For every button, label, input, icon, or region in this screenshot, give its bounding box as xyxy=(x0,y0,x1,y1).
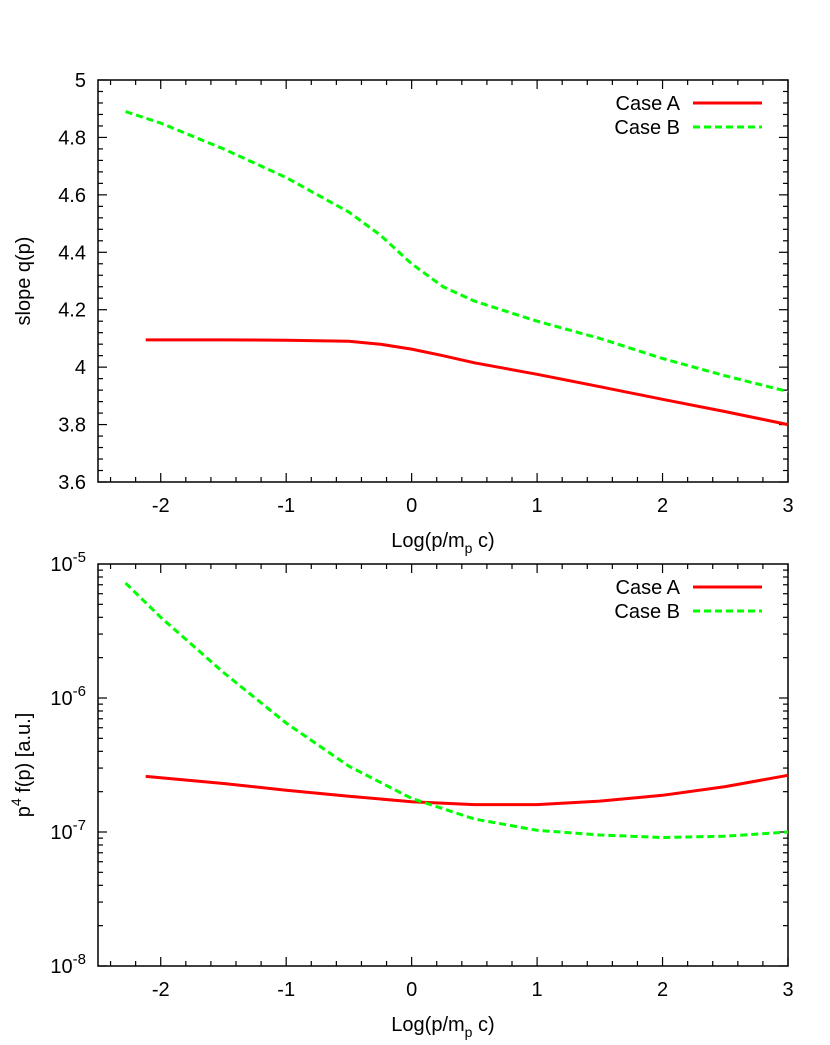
y-axis-title: p4​ f(p) [a.u.] xyxy=(8,713,35,818)
legend-label: Case B xyxy=(614,601,680,623)
x-tick-label: 1 xyxy=(532,495,543,517)
x-tick-label: -1 xyxy=(277,979,295,1001)
series-line-case-a xyxy=(145,338,789,427)
x-tick-label: -2 xyxy=(152,979,170,1001)
x-axis-title: Log(p/mp​ c) xyxy=(391,530,494,556)
y-tick-label: 3.8 xyxy=(58,415,86,437)
y-tick-label: 10-5 xyxy=(50,549,86,576)
y-tick-label: 4 xyxy=(75,357,86,379)
legend-label: Case A xyxy=(616,577,681,599)
y-tick-label: 4.8 xyxy=(58,127,86,149)
x-tick-label: 3 xyxy=(782,979,793,1001)
y-tick-label: 10-7 xyxy=(50,817,86,844)
y-tick-label: 4.6 xyxy=(58,185,86,207)
series-line-case-b xyxy=(125,110,789,394)
x-tick-label: -1 xyxy=(277,495,295,517)
y-tick-label: 4.4 xyxy=(58,242,86,264)
legend-label: Case A xyxy=(616,93,681,115)
x-tick-label: 2 xyxy=(657,979,668,1001)
x-tick-label: 1 xyxy=(532,979,543,1001)
x-axis-title: Log(p/mp​ c) xyxy=(391,1014,494,1040)
y-tick-label: 5 xyxy=(75,70,86,92)
plot-frame xyxy=(97,79,789,483)
x-tick-label: 3 xyxy=(782,495,793,517)
y-tick-label: 3.6 xyxy=(58,472,86,494)
spectrum-chart: -2 -1 0 1 2 3 10-8 10-7 10-6 10-5 Log(p/mp​ c) p4​ … xyxy=(8,549,794,1040)
y-tick-label: 4.2 xyxy=(58,300,86,322)
plot-frame xyxy=(97,563,789,967)
series-line-case-b xyxy=(124,582,789,839)
y-tick-label: 10-6 xyxy=(50,683,86,710)
series-line-case-a xyxy=(145,773,789,807)
x-tick-label: 2 xyxy=(657,495,668,517)
x-tick-label: 0 xyxy=(406,495,417,517)
y-axis-title: slope q(p) xyxy=(13,237,35,326)
x-tick-label: -2 xyxy=(152,495,170,517)
legend-label: Case B xyxy=(614,117,680,139)
x-tick-label: 0 xyxy=(406,979,417,1001)
slope-chart: -2 -1 0 1 2 3 3.6 3.8 4 4.2 4.4 4.6 4.8 5 Log(p/mp​ c)… xyxy=(13,70,794,556)
y-tick-label: 10-8 xyxy=(50,951,86,978)
